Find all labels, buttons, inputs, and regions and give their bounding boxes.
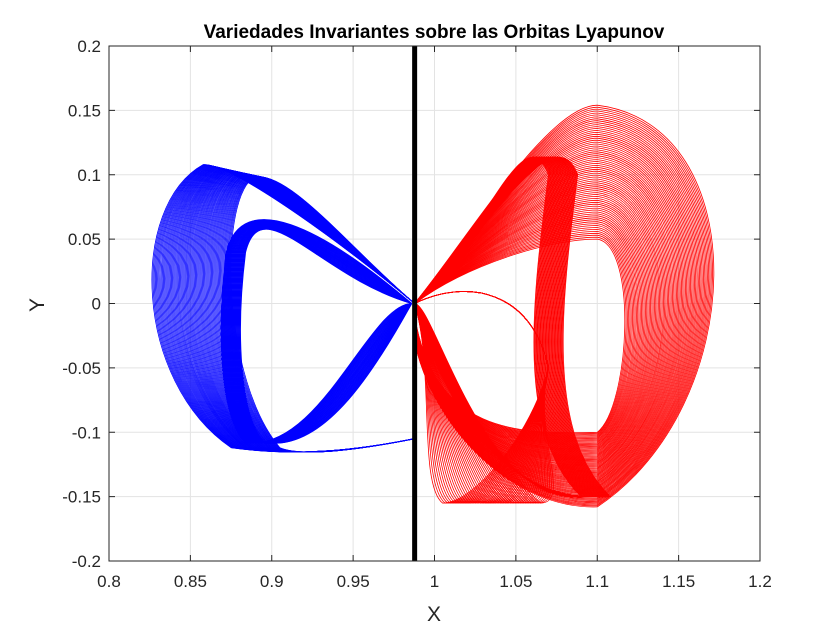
- red-manifold-curve: [414, 228, 632, 439]
- x-tick-label: 1.15: [662, 572, 695, 591]
- y-tick-label: 0.15: [68, 101, 101, 120]
- axes-box: [108, 45, 761, 562]
- red-manifold-curve: [414, 236, 627, 435]
- red-manifold-curve: [414, 209, 645, 450]
- red-manifold-curve: [414, 219, 639, 444]
- red-manifold-curve: [414, 230, 631, 438]
- y-tick-label: -0.1: [72, 423, 101, 442]
- blue-inner-curve: [230, 224, 412, 444]
- x-axis-label: X: [427, 603, 441, 626]
- red-manifold-curve: [414, 139, 691, 488]
- plot-area: [151, 46, 715, 561]
- y-tick-label: 0: [92, 295, 101, 314]
- x-tick-label: 1: [430, 572, 439, 591]
- y-tick-label: 0.1: [77, 166, 101, 185]
- red-manifold-curve: [414, 225, 635, 441]
- series-blue: [151, 164, 415, 453]
- x-tick-label: 1.05: [499, 572, 532, 591]
- series-red: [414, 104, 715, 508]
- blue-inner-curve: [240, 228, 413, 444]
- y-tick-label: -0.05: [62, 359, 101, 378]
- y-tick-label: 0.2: [77, 37, 101, 56]
- x-tick-label: 0.8: [97, 572, 121, 591]
- blue-inner-curve: [227, 223, 412, 444]
- red-manifold-curve: [414, 227, 633, 440]
- x-tick-label: 0.95: [337, 572, 370, 591]
- x-tick-label: 0.85: [174, 572, 207, 591]
- red-lower-curve: [414, 291, 554, 504]
- red-manifold-curve: [414, 217, 640, 445]
- red-manifold-curve: [414, 145, 688, 485]
- tick-labels: 0.8 0.85 0.9 0.95 1 1.05 1.1 1.15 1.2 -0.2 -0.15 -0…: [62, 37, 772, 591]
- red-manifold-curve: [414, 135, 694, 491]
- red-manifold-curve: [414, 133, 695, 492]
- red-manifold-curve: [414, 223, 636, 442]
- x-tick-label: 1.1: [585, 572, 609, 591]
- axes-frame: [108, 45, 761, 562]
- y-axis-label: Y: [26, 298, 49, 312]
- x-tick-label: 1.2: [748, 572, 772, 591]
- red-manifold-curve: [414, 238, 626, 434]
- red-manifold-curve: [414, 232, 630, 437]
- y-tick-label: -0.2: [72, 552, 101, 571]
- chart-title: Variedades Invariantes sobre las Orbitas…: [204, 22, 665, 43]
- red-manifold-curve: [414, 221, 637, 443]
- x-tick-label: 0.9: [260, 572, 284, 591]
- y-tick-label: 0.05: [68, 230, 101, 249]
- y-tick-label: -0.15: [62, 488, 101, 507]
- red-manifold-curve: [414, 141, 690, 487]
- red-manifold-curve: [414, 234, 628, 436]
- red-inner-curve: [414, 157, 612, 498]
